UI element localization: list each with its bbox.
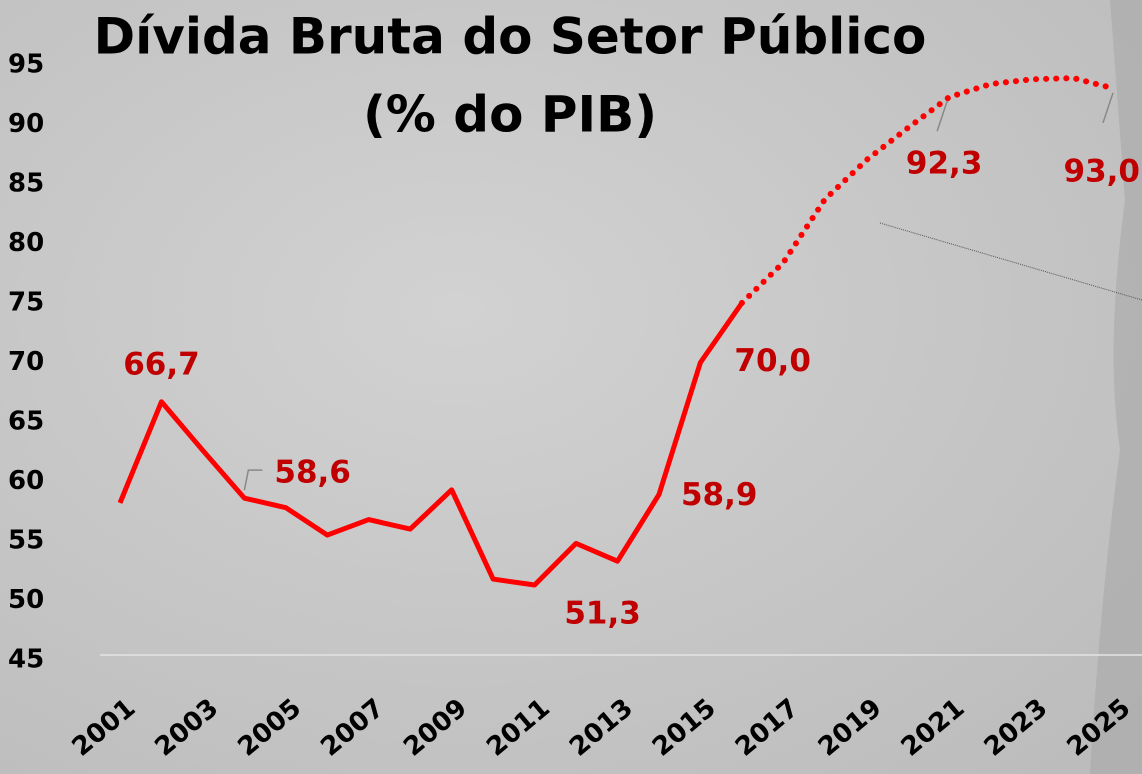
y-tick-label: 50 <box>8 585 44 615</box>
y-tick-label: 95 <box>8 50 44 80</box>
y-tick-label: 80 <box>8 228 44 258</box>
data-label: 58,6 <box>274 455 351 491</box>
y-tick-label: 85 <box>8 169 44 199</box>
data-label: 93,0 <box>1064 153 1141 189</box>
chart-title: Dívida Bruta do Setor Público <box>94 8 927 66</box>
y-tick-label: 65 <box>8 407 44 437</box>
y-tick-label: 45 <box>8 645 44 675</box>
data-label: 92,3 <box>906 146 983 182</box>
leader-line <box>936 100 948 132</box>
y-tick-label: 70 <box>8 347 44 377</box>
decor-line <box>879 222 1142 301</box>
y-tick-label: 60 <box>8 466 44 496</box>
data-label: 58,9 <box>681 477 758 513</box>
leader-line <box>1102 92 1114 124</box>
y-tick-label: 90 <box>8 109 44 139</box>
data-label: 66,7 <box>123 346 200 382</box>
data-label: 70,0 <box>734 343 811 379</box>
background-shape <box>1090 0 1142 774</box>
y-tick-label: 75 <box>8 288 44 318</box>
chart-subtitle: (% do PIB) <box>363 86 657 144</box>
leader-line <box>243 469 263 491</box>
line-series <box>117 301 744 588</box>
data-label: 51,3 <box>564 596 641 632</box>
y-tick-label: 55 <box>8 526 44 556</box>
